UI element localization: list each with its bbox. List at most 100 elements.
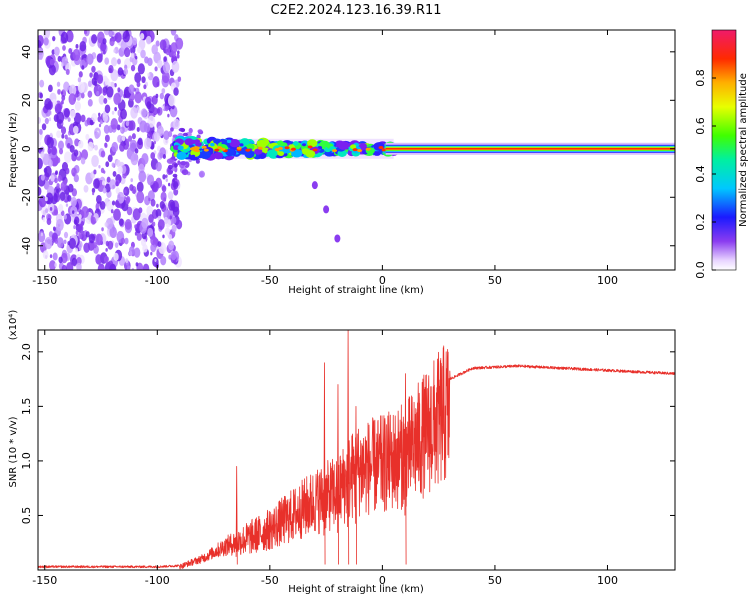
spectrogram-noise-cell	[73, 125, 79, 135]
spectrogram-noise-cell	[157, 241, 162, 247]
spectrogram-noise-cell	[80, 114, 86, 123]
signal-blob	[350, 144, 357, 150]
colorbar-gradient	[711, 29, 737, 271]
signal-blob	[177, 145, 184, 151]
snr-frame	[37, 329, 676, 571]
snr-x-tick-label: 50	[488, 574, 502, 587]
signal-core	[201, 145, 207, 149]
spectrogram-noise-cell	[94, 144, 98, 151]
signal-core	[352, 148, 358, 152]
spectrogram-noise-cell	[138, 170, 147, 183]
spectrogram-noise-cell	[47, 148, 52, 155]
spectrogram-noise-cell	[165, 47, 171, 56]
signal-blob	[277, 151, 285, 157]
spectrogram-noise-cell	[168, 199, 176, 211]
signal-core	[332, 149, 338, 153]
spectrogram-noise-cell	[181, 169, 189, 176]
spectrogram-noise-cell	[55, 218, 64, 232]
spectrogram-noise-cell	[44, 208, 49, 214]
signal-blob	[184, 138, 194, 146]
spectrogram-noise-cell	[80, 92, 85, 99]
spectrogram-noise-cell	[85, 133, 90, 141]
spectrogram-noise-cell	[113, 48, 116, 53]
spectrogram-noise-cell	[63, 107, 71, 118]
spectrogram-noise-cell	[150, 236, 157, 246]
spectrogram-noise-cell	[78, 247, 82, 251]
spectrogram-noise-cell	[76, 90, 80, 95]
spectrogram-noise-cell	[110, 209, 114, 214]
spectrogram-noise-cell	[152, 221, 156, 227]
spectrogram-noise-cell	[130, 178, 134, 183]
spectrogram-noise-cell	[101, 227, 104, 232]
snr-y-label: SNR (10 * v/v)	[8, 416, 19, 487]
signal-core	[217, 146, 223, 150]
spectrogram-noise-cell	[47, 159, 53, 167]
spectrogram-noise-cell	[87, 80, 92, 87]
spectrogram-noise-cell	[150, 152, 156, 160]
spectrogram-noise-cell	[114, 82, 117, 88]
spectrogram-noise-cell	[38, 157, 43, 170]
spectrogram-noise-cell	[54, 238, 58, 244]
spectrogram-noise-cell	[153, 140, 157, 145]
signal-core	[214, 148, 220, 152]
spectrogram-noise-cell	[45, 56, 52, 66]
spectrogram-noise-cell	[85, 231, 90, 238]
spectrogram-noise-cell	[167, 94, 176, 107]
spectrogram-noise-cell	[128, 250, 133, 256]
spectrogram-noise-cell	[111, 141, 119, 153]
spectrogram-noise-cell	[39, 79, 45, 88]
spectrogram-noise-cell	[68, 48, 73, 54]
spectrogram-noise-cell	[72, 210, 75, 214]
spectrogram-noise-cell	[168, 233, 173, 240]
spectrogram-noise-cell	[38, 39, 42, 50]
spectrogram-noise-cell	[141, 217, 149, 229]
spectrogram-noise-cell	[98, 165, 101, 169]
spectrogram-noise-cell	[43, 167, 48, 174]
spectrogram-noise-cell	[78, 140, 84, 149]
spectrogram-noise-cell	[102, 180, 106, 186]
spectrogram-noise-cell	[50, 174, 55, 182]
spectrogram-noise-cell	[38, 231, 46, 243]
spectrogram-noise-cell	[56, 130, 61, 138]
spectrogram-noise-cell	[122, 30, 130, 43]
spectrogram-noise-cell	[105, 217, 114, 230]
signal-core	[307, 145, 313, 149]
signal-blob	[213, 152, 224, 160]
spectrogram-noise-cell	[126, 206, 133, 216]
spectrogram-noise-cell	[124, 218, 132, 230]
spectrogram-noise-cell	[60, 31, 69, 44]
spectrogram-noise-cell	[42, 250, 49, 260]
spectrogram-noise-cell	[104, 78, 110, 86]
spectrogram-noise-cell	[57, 174, 62, 182]
spectrogram-noise-cell	[99, 201, 106, 210]
spectrogram-noise-cell	[170, 250, 177, 261]
spectrogram-noise-cell	[171, 156, 175, 160]
spectrogram-noise-cell	[132, 208, 141, 221]
signal-blob	[210, 142, 215, 147]
spectrogram-noise-cell	[83, 184, 89, 193]
spectrogram-noise-cell	[56, 183, 60, 189]
spectrogram-noise-cell	[59, 191, 66, 201]
spectrogram-noise-cell	[105, 161, 110, 168]
spectrogram-noise-cell	[63, 214, 67, 220]
spectrogram-noise-cell	[54, 262, 57, 268]
snr-y-tick-label: 1.0	[20, 452, 33, 470]
spectrogram-noise-cell	[172, 134, 178, 138]
spectrogram-noise-cell	[148, 214, 154, 223]
spectrogram-noise-cell	[64, 151, 72, 164]
signal-blob	[245, 143, 255, 151]
spectrogram-noise-cell	[63, 81, 70, 92]
spectrogram-noise-cell	[67, 194, 72, 202]
spectrogram-noise-cell	[160, 191, 167, 202]
spectrogram-noise-cell	[119, 142, 125, 152]
spectrogram-noise-cell	[145, 35, 152, 45]
spectrogram-noise-cell	[136, 81, 141, 88]
spectrogram-noise-cell	[104, 57, 110, 65]
steady-band-red	[385, 147, 675, 150]
spectrogram-noise-cell	[117, 67, 124, 76]
spectrogram-noise-cell	[177, 50, 180, 55]
spectrogram-noise-cell	[139, 120, 148, 133]
spectrogram-noise-cell	[61, 133, 65, 139]
signal-core	[203, 148, 209, 152]
spectrogram-noise-cell	[52, 36, 56, 42]
